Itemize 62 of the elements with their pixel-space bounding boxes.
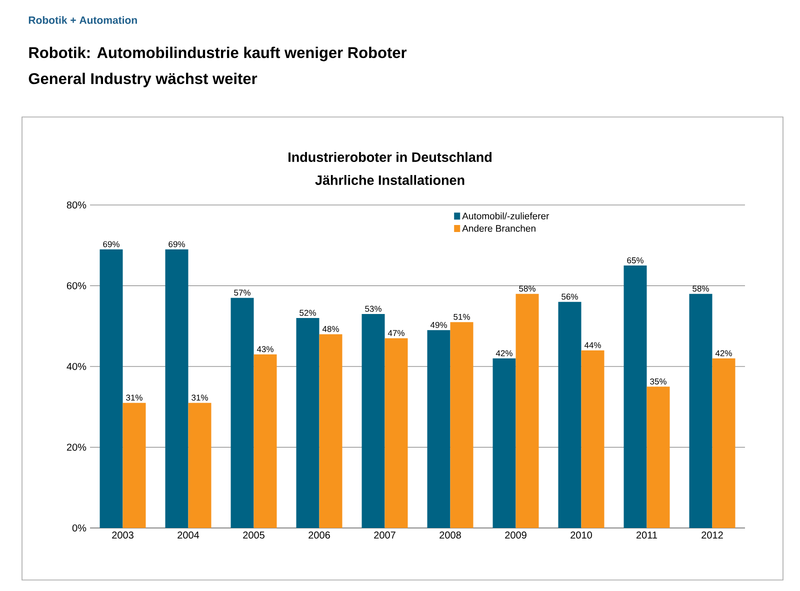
data-label: 42%: [715, 350, 732, 356]
y-tick-label: 0%: [72, 524, 86, 532]
x-tick-label: 2006: [308, 532, 330, 539]
bar: [384, 338, 408, 528]
data-label: 53%: [365, 306, 382, 312]
data-label: 52%: [300, 310, 316, 316]
chart-subtitle: Jährliche Installationen: [315, 175, 464, 185]
data-label: 65%: [627, 257, 644, 264]
y-tick-label: 80%: [66, 201, 86, 209]
data-label: 42%: [496, 350, 512, 356]
data-label: 57%: [234, 290, 250, 296]
x-tick-label: 2005: [243, 532, 264, 539]
y-tick-label: 60%: [66, 282, 86, 290]
data-label: 56%: [562, 294, 578, 300]
data-label: 44%: [584, 342, 601, 348]
data-label: 47%: [388, 330, 404, 336]
bar: [558, 302, 582, 528]
text: Robotik: Automobilindustrie kauft weniger Roboter: [29, 46, 407, 62]
data-label: 49%: [430, 322, 447, 328]
data-label: 58%: [519, 286, 536, 292]
data-label: 31%: [192, 394, 208, 401]
bar: [427, 330, 450, 528]
data-label: 51%: [454, 314, 470, 320]
bar: [319, 334, 342, 528]
data-label: 58%: [692, 286, 709, 292]
bar: [516, 294, 539, 528]
text: General Industry wächst weiter: [28, 72, 258, 88]
data-label: 35%: [650, 378, 666, 384]
y-tick-label: 20%: [66, 444, 86, 451]
legend-label: Automobil/-zulieferer: [462, 212, 550, 220]
x-tick-label: 2009: [505, 532, 526, 539]
data-label: 43%: [256, 346, 274, 352]
chart-title: Industrieroboter in Deutschland: [288, 152, 492, 162]
bar: [581, 350, 604, 528]
bar: [624, 266, 647, 528]
bar: [689, 294, 712, 528]
x-tick-label: 2010: [570, 532, 592, 539]
bar: [122, 402, 146, 528]
text: Robotik + Automation: [28, 16, 137, 24]
bar: [165, 249, 188, 528]
bar: [362, 314, 385, 528]
bar: [254, 354, 277, 528]
x-tick-label: 2003: [112, 532, 134, 539]
bar: [188, 402, 212, 528]
bar: [450, 322, 474, 528]
y-tick-label: 40%: [66, 362, 86, 370]
x-tick-label: 2004: [178, 532, 200, 539]
bar: [100, 249, 123, 528]
bar: [712, 358, 736, 528]
data-label: 69%: [103, 241, 120, 248]
bar: [230, 298, 254, 528]
data-label: 69%: [168, 241, 185, 248]
bar: [646, 386, 670, 528]
x-tick-label: 2008: [440, 532, 461, 539]
data-label: 48%: [322, 326, 339, 332]
bar: [296, 318, 320, 528]
bar: [492, 358, 516, 528]
x-tick-label: 2012: [702, 532, 723, 539]
legend-label: Andere Branchen: [462, 224, 536, 232]
x-tick-label: 2011: [636, 532, 658, 539]
data-label: 31%: [126, 394, 142, 401]
x-tick-label: 2007: [374, 532, 396, 539]
